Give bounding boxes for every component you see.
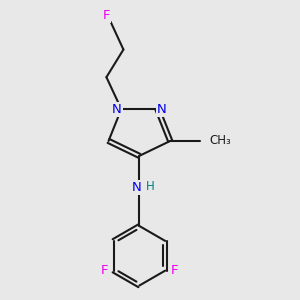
Text: H: H [146,180,154,193]
Text: N: N [112,103,122,116]
Text: CH₃: CH₃ [209,134,231,148]
Text: F: F [100,264,108,277]
Text: F: F [103,9,110,22]
Text: F: F [171,264,178,277]
Text: N: N [131,181,141,194]
Text: N: N [157,103,166,116]
